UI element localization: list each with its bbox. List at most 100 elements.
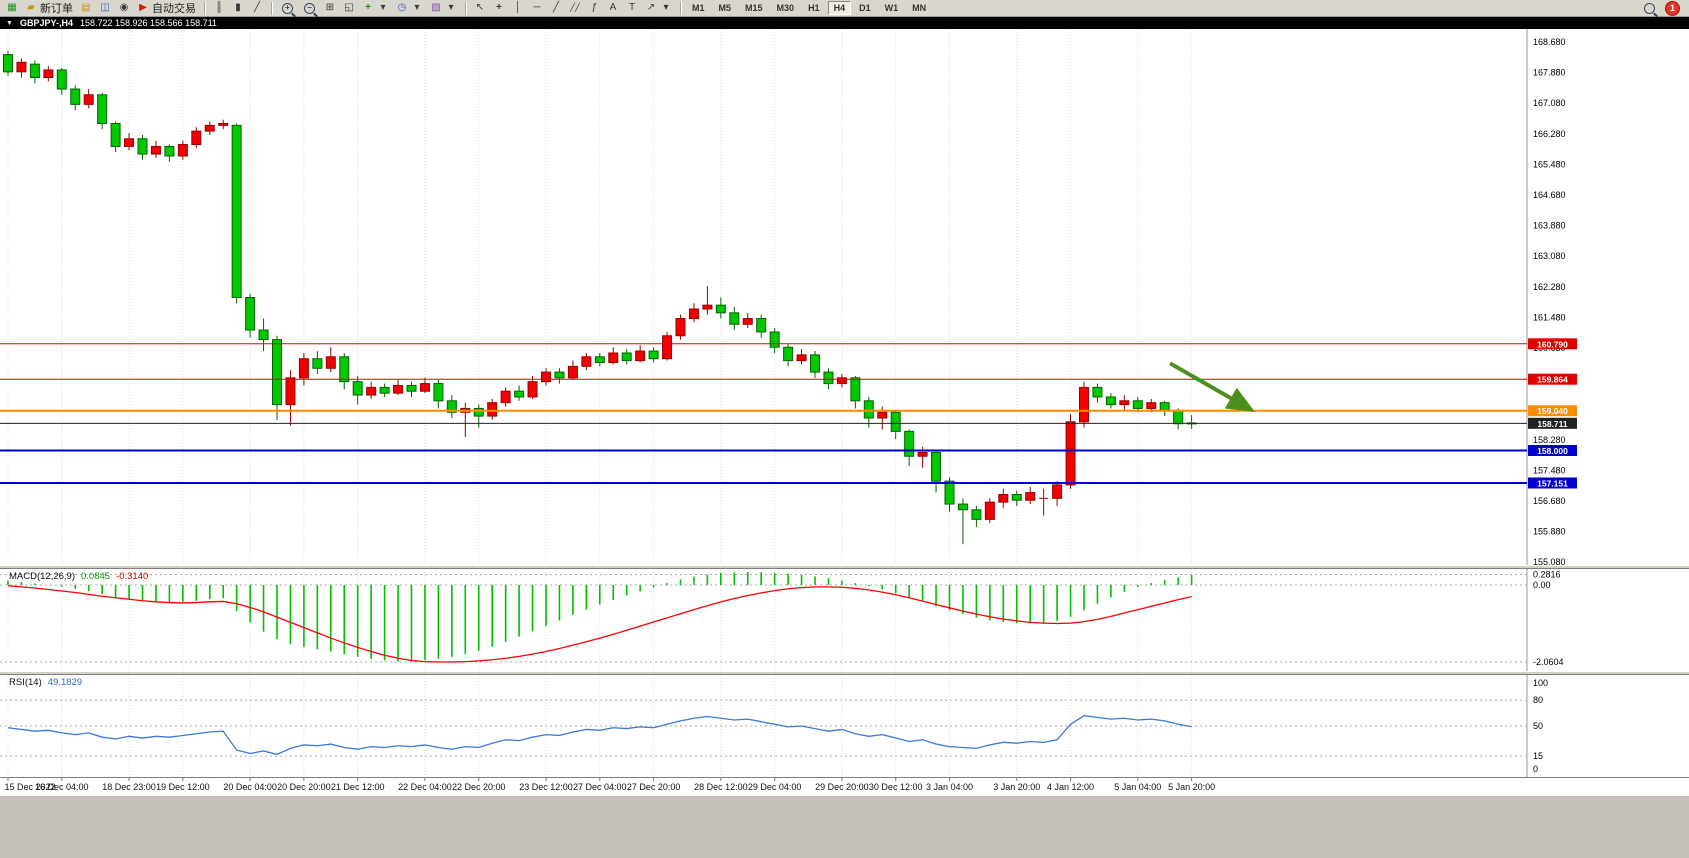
- candlestick-chart-icon: ▮: [235, 2, 241, 13]
- timeframe-toolbar: M1 M5 M15 M30 H1 H4 D1 W1 MN: [686, 1, 932, 15]
- candle-body: [957, 503, 968, 511]
- zoom-in-button[interactable]: +: [277, 1, 298, 16]
- timeframe-mn-button[interactable]: MN: [912, 3, 927, 13]
- candle-body: [1011, 493, 1022, 501]
- candle-body: [204, 124, 215, 132]
- new-chart-icon: ▦: [7, 2, 17, 13]
- charts-profile-button[interactable]: ▤: [77, 1, 95, 16]
- autotrading-button[interactable]: ▶ 自动交易: [134, 1, 199, 16]
- candle-body: [702, 304, 713, 310]
- arrows-icon: ↗: [646, 2, 656, 13]
- candle-body: [688, 308, 699, 320]
- rsi-panel[interactable]: 100 80 50 15 0: [0, 675, 1689, 777]
- search-icon[interactable]: [1644, 2, 1655, 14]
- timeframe-m5-button[interactable]: M5: [718, 3, 732, 13]
- candle-body: [124, 138, 135, 147]
- candle-body: [137, 138, 148, 155]
- timeframe-d1-button[interactable]: D1: [859, 3, 871, 13]
- timeframe-h4-button[interactable]: H4: [827, 1, 852, 15]
- new-order-label: 新订单: [40, 3, 73, 15]
- candle-body: [43, 69, 54, 79]
- candle-body: [419, 383, 430, 392]
- trend-arrow-annotation[interactable]: [1169, 361, 1256, 413]
- candle-body: [110, 122, 121, 147]
- tile-windows-button[interactable]: ⊞: [321, 1, 339, 16]
- cascade-windows-button[interactable]: ◱: [340, 1, 358, 16]
- candle-body: [850, 377, 861, 402]
- periods-button[interactable]: ◷ ▾: [393, 1, 426, 16]
- price-tick-label: 168.680: [1533, 37, 1566, 47]
- candle-body: [836, 377, 847, 385]
- time-tick-label: 22 Dec 04:00: [398, 782, 452, 792]
- candle-body: [648, 350, 659, 360]
- price-tick-label: 165.480: [1533, 159, 1566, 169]
- channel-tool-button[interactable]: ╱╱: [566, 1, 584, 16]
- macd-main-value: 0.0845: [81, 571, 111, 582]
- price-tick-label: 157.480: [1533, 465, 1566, 475]
- window-menu-icon[interactable]: ▼: [6, 19, 13, 27]
- timeframe-m15-button[interactable]: M15: [745, 3, 763, 13]
- candlestick-chart-button[interactable]: ▮: [229, 1, 247, 16]
- candle-body: [406, 384, 417, 392]
- timeframe-m1-button[interactable]: M1: [692, 3, 705, 13]
- notification-badge[interactable]: 1: [1665, 0, 1680, 16]
- vertical-line-tool-button[interactable]: │: [509, 1, 527, 16]
- price-tick-label: 167.880: [1533, 68, 1566, 78]
- time-tick-label: 15 Dec 2022: [4, 782, 55, 792]
- chart-title-bar: ▼ GBPJPY-,H4 158.722 158.926 158.566 158…: [0, 17, 1689, 29]
- templates-button[interactable]: ▧ ▾: [427, 1, 460, 16]
- candle-body: [567, 365, 578, 379]
- crosshair-tool-button[interactable]: +: [490, 1, 508, 16]
- time-tick-label: 3 Jan 04:00: [926, 782, 973, 792]
- new-order-button[interactable]: ▰ 新订单: [22, 1, 76, 16]
- candle-body: [998, 493, 1009, 503]
- horizontal-line-tool-button[interactable]: ─: [528, 1, 546, 16]
- arrows-tool-button[interactable]: ↗ ▾: [642, 1, 675, 16]
- candlesticks: [3, 50, 1197, 545]
- price-line-tag: [1528, 373, 1577, 385]
- text-tool-button[interactable]: A: [604, 1, 622, 16]
- candle-body: [231, 124, 242, 299]
- timeframe-h1-button[interactable]: H1: [808, 3, 820, 13]
- profiles-icon: ▤: [81, 2, 91, 13]
- panel-divider[interactable]: [0, 565, 1689, 569]
- timeframe-m30-button[interactable]: M30: [776, 3, 795, 13]
- panel-divider[interactable]: [0, 671, 1689, 675]
- candle-body: [298, 358, 309, 379]
- candle-body: [1025, 492, 1036, 501]
- price-tick-label: 166.280: [1533, 129, 1566, 139]
- text-label-icon: T: [628, 2, 636, 13]
- autotrading-icon: ▶: [139, 2, 147, 13]
- timeframe-w1-button[interactable]: W1: [884, 3, 899, 13]
- fibonacci-tool-button[interactable]: ƒ: [585, 1, 603, 16]
- time-tick-label: 27 Dec 20:00: [627, 782, 681, 792]
- candle-body: [796, 354, 807, 362]
- candle-body: [742, 318, 753, 325]
- time-tick-label: 4 Jan 12:00: [1047, 782, 1094, 792]
- macd-scale-label: 0.00: [1533, 580, 1551, 590]
- candle-body: [177, 144, 188, 157]
- line-chart-button[interactable]: ╱: [248, 1, 266, 16]
- bar-chart-button[interactable]: ║: [210, 1, 228, 16]
- candle-body: [1146, 402, 1157, 409]
- text-label-tool-button[interactable]: T: [623, 1, 641, 16]
- new-chart-button[interactable]: ▦: [3, 1, 21, 16]
- chevron-down-icon: ▾: [414, 2, 420, 13]
- time-tick-label: 5 Jan 04:00: [1114, 782, 1161, 792]
- trendline-tool-button[interactable]: ╱: [547, 1, 565, 16]
- cursor-tool-button[interactable]: ↖: [471, 1, 489, 16]
- indicators-icon: +: [365, 2, 371, 13]
- price-chart-panel[interactable]: 168.680 167.880 167.080 166.280 165.480 164.6…: [0, 29, 1689, 565]
- candle-body: [1173, 409, 1184, 425]
- price-line-tag-label: 159.864: [1537, 375, 1568, 385]
- indicators-button[interactable]: + ▾: [359, 1, 392, 16]
- candle-body: [783, 346, 794, 362]
- zoom-out-button[interactable]: −: [299, 1, 320, 16]
- navigator-button[interactable]: ◉: [115, 1, 133, 16]
- candle-body: [1079, 386, 1089, 423]
- market-watch-button[interactable]: ◫: [96, 1, 114, 16]
- cursor-icon: ↖: [475, 2, 485, 13]
- bar-chart-icon: ║: [215, 2, 223, 13]
